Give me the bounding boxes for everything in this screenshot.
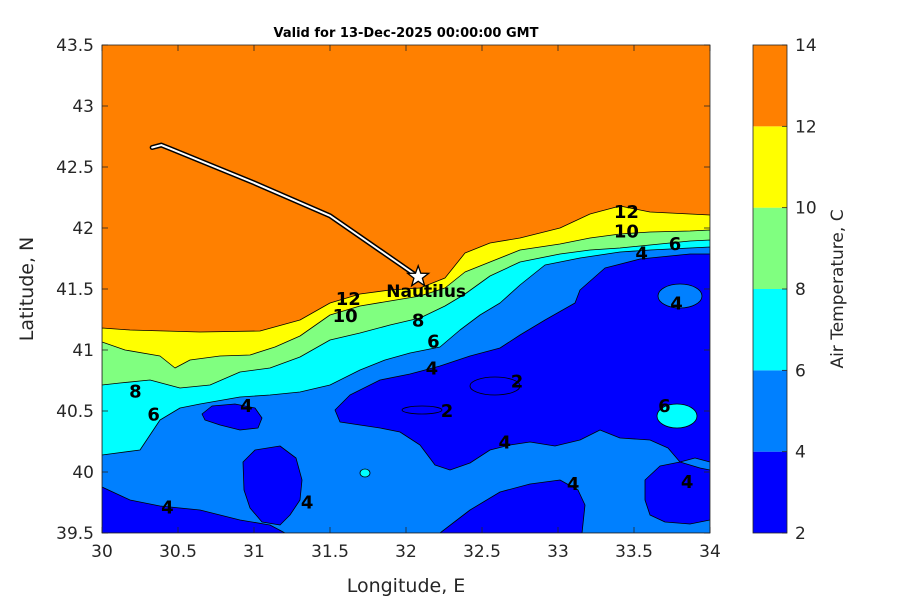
y-tick-label: 42 (72, 219, 94, 239)
loop-2-b (401, 405, 443, 415)
contour-label: 4 (161, 497, 174, 518)
colorbar-swatch (753, 370, 787, 452)
contour-label: 8 (129, 381, 142, 402)
contour-label: 4 (567, 474, 580, 495)
x-tick-label: 31.5 (311, 542, 349, 562)
contour-label: 6 (147, 405, 160, 426)
x-tick-label: 30 (91, 542, 113, 562)
contour-label: 4 (426, 358, 439, 379)
colorbar (753, 45, 787, 533)
colorbar-swatch (753, 126, 787, 208)
colorbar-tick-label: 10 (795, 199, 817, 219)
contour-label: 4 (499, 433, 512, 454)
contour-fill (102, 45, 710, 533)
contour-label: 12 (614, 202, 639, 223)
contour-label: 8 (412, 311, 425, 332)
colorbar-tick-label: 8 (795, 280, 806, 300)
colorbar-swatch (753, 289, 787, 371)
pocket-4-6-east (657, 283, 703, 309)
contour-label: 6 (669, 234, 682, 255)
ship-track (149, 142, 421, 280)
track-line (151, 144, 420, 278)
x-tick-label: 32 (395, 542, 417, 562)
y-tick-label: 43.5 (56, 36, 94, 56)
contour-label: 10 (333, 306, 358, 327)
band-2-4-southeast (439, 479, 586, 533)
chart-title: Valid for 13-Dec-2025 00:00:00 GMT (274, 26, 539, 41)
y-tick-label: 40.5 (56, 402, 94, 422)
contour-label: 4 (240, 396, 253, 417)
y-tick-label: 43 (72, 97, 94, 117)
y-tick-label: 40 (72, 463, 94, 483)
x-tick-label: 34 (699, 542, 721, 562)
loop-2-a (469, 376, 521, 396)
x-axis-label: Longitude, E (347, 575, 466, 597)
band-2-4-south-blob (242, 445, 303, 526)
colorbar-swatch (753, 45, 787, 127)
contour-label: 6 (658, 396, 671, 417)
colorbar-tick-label: 6 (795, 361, 806, 381)
contour-label: 6 (427, 331, 440, 352)
colorbar-tick-label: 2 (795, 524, 806, 544)
band-2-4-east (334, 253, 710, 471)
band-2-4-west-pocket (201, 403, 263, 431)
x-tick-label: 33 (547, 542, 569, 562)
contour-label: 4 (681, 472, 694, 493)
y-tick-label: 41 (72, 341, 94, 361)
station-star-icon (405, 263, 431, 288)
station-label: Nautilus (386, 282, 466, 302)
pocket-6-8-east (656, 403, 698, 429)
contour-label: 4 (670, 294, 683, 315)
pocket-6-8-small (359, 468, 371, 478)
colorbar-tick-label: 4 (795, 443, 806, 463)
x-tick-label: 30.5 (159, 542, 197, 562)
contour-label: 2 (441, 401, 454, 422)
contour-label: 10 (614, 222, 639, 243)
contour-label: 12 (336, 289, 361, 310)
x-tick-label: 32.5 (463, 542, 501, 562)
x-tick-label: 31 (243, 542, 265, 562)
contour-label: 4 (301, 493, 314, 514)
x-axis-ticks: 30 30.5 31 31.5 32 32.5 33 33.5 34 (91, 45, 721, 562)
y-tick-label: 41.5 (56, 280, 94, 300)
band-2-4-corner (644, 461, 710, 525)
colorbar-swatch (753, 451, 787, 533)
contour-label: 4 (635, 244, 648, 265)
colorbar-label: Air Temperature, C (828, 209, 848, 368)
x-tick-label: 33.5 (615, 542, 653, 562)
y-tick-label: 42.5 (56, 158, 94, 178)
colorbar-tick-label: 14 (795, 36, 817, 56)
y-axis-label: Latitude, N (16, 237, 38, 342)
colorbar-tick-label: 12 (795, 117, 817, 137)
colorbar-ticks: 2 4 6 8 10 12 14 (782, 36, 817, 544)
y-tick-label: 39.5 (56, 524, 94, 544)
contour-label: 2 (511, 372, 524, 393)
colorbar-swatch (753, 207, 787, 289)
band-2-4-southwest (102, 486, 286, 533)
